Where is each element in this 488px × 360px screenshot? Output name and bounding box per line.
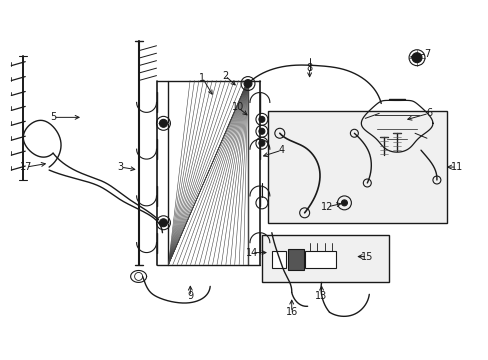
Circle shape (258, 128, 264, 134)
Circle shape (341, 200, 346, 206)
Text: 16: 16 (285, 307, 297, 317)
Text: 2: 2 (222, 71, 228, 81)
Circle shape (159, 120, 167, 127)
Text: 3: 3 (118, 162, 123, 172)
Text: 8: 8 (306, 63, 312, 73)
Text: 1: 1 (199, 73, 205, 82)
Text: 15: 15 (360, 252, 373, 262)
Circle shape (411, 53, 421, 63)
Text: 5: 5 (50, 112, 56, 122)
Text: 7: 7 (423, 49, 429, 59)
Text: 17: 17 (20, 162, 32, 172)
Bar (304, 251, 336, 269)
Circle shape (258, 116, 264, 122)
Text: 4: 4 (278, 145, 285, 155)
Text: 11: 11 (450, 162, 462, 172)
Text: 6: 6 (425, 108, 431, 118)
Text: 12: 12 (321, 202, 333, 212)
Text: 10: 10 (231, 102, 244, 112)
Bar (271, 251, 285, 269)
Bar (287, 249, 303, 270)
Bar (168, 81, 247, 265)
Text: 14: 14 (245, 248, 258, 258)
Text: 13: 13 (315, 291, 327, 301)
Bar (267, 111, 446, 223)
Bar (262, 235, 388, 282)
Text: 9: 9 (187, 291, 193, 301)
Circle shape (159, 219, 167, 227)
Circle shape (258, 140, 264, 146)
Circle shape (244, 80, 251, 87)
